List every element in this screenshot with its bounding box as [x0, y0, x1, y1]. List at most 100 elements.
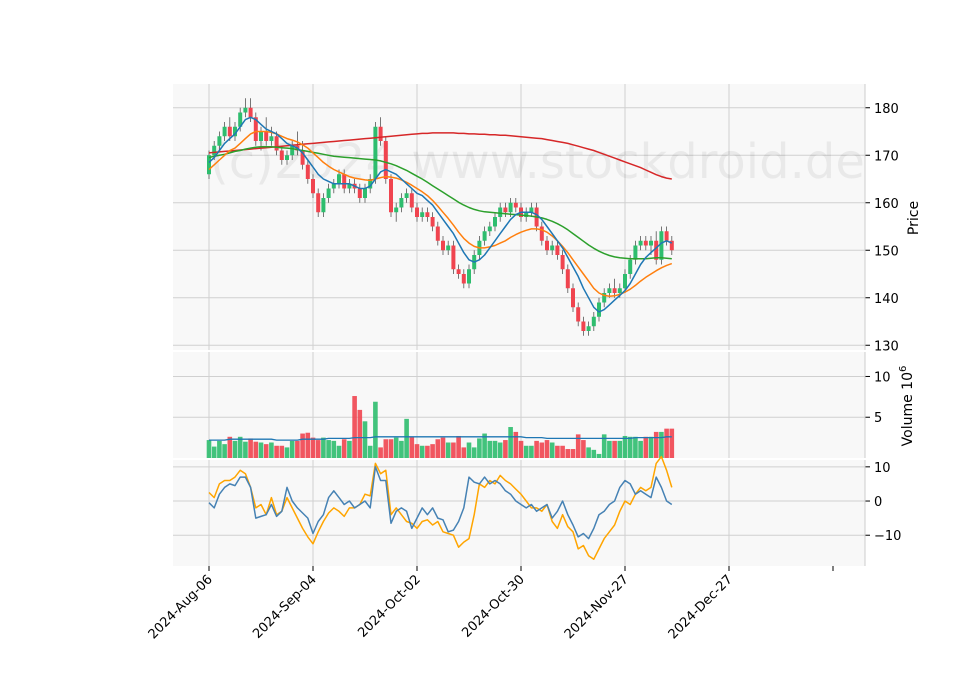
candle-body: [602, 293, 607, 303]
volume-bar: [586, 447, 591, 458]
candle-body: [253, 117, 258, 141]
volume-ma-line: [209, 436, 672, 441]
volume-bar: [310, 437, 316, 458]
candle-body: [576, 307, 581, 322]
volume-bar: [383, 439, 389, 458]
volume-bar: [211, 446, 217, 458]
candle-body: [404, 193, 409, 198]
candle-body: [217, 136, 222, 146]
price-tick-label: 150: [874, 244, 899, 259]
candle-body: [617, 288, 622, 293]
candle-body: [233, 126, 237, 137]
candle-body: [331, 183, 336, 189]
x-tick-label: 2024-Oct-02: [355, 572, 423, 640]
ma-short-line: [208, 116, 673, 313]
volume-bar: [263, 444, 269, 458]
candle-body: [285, 155, 289, 160]
volume-bar: [461, 447, 467, 458]
volume-bar: [409, 436, 415, 458]
volume-bar: [347, 440, 352, 458]
candle-body: [420, 212, 425, 217]
x-tick-label: 2024-Oct-30: [459, 572, 527, 640]
volume-bar: [503, 440, 508, 458]
volume-bar: [393, 437, 399, 458]
volume-bar: [508, 427, 513, 458]
candle-body: [659, 231, 664, 260]
volume-bar: [425, 445, 430, 458]
candle-body: [524, 212, 529, 217]
candle-body: [389, 179, 393, 213]
volume-bar: [633, 436, 638, 458]
volume-bar: [648, 436, 654, 458]
volume-bar: [378, 447, 383, 458]
candle-body: [597, 302, 601, 317]
candle-body: [550, 245, 555, 251]
candle-body: [347, 183, 352, 189]
candle-body: [669, 240, 674, 251]
candle-body: [321, 198, 326, 213]
volume-bar: [607, 440, 612, 458]
volume-bar: [539, 442, 545, 458]
volume-bar: [643, 436, 649, 458]
candle-body: [612, 288, 617, 293]
volume-bar: [456, 435, 461, 458]
oscillator-line-2: [208, 455, 673, 560]
candle-body: [227, 126, 232, 137]
volume-bar: [404, 418, 409, 458]
candle-body: [316, 193, 321, 213]
volume-bar: [555, 445, 560, 458]
candle-body: [238, 112, 243, 127]
candle-body: [425, 212, 430, 217]
volume-bar: [326, 440, 331, 458]
candle-body: [482, 231, 487, 241]
volume-bar: [627, 436, 633, 458]
candle-body: [259, 131, 263, 141]
candle-body: [409, 193, 414, 208]
volume-bar: [664, 428, 669, 458]
candle-body: [628, 259, 633, 274]
candle-body: [461, 274, 466, 284]
volume-bar: [638, 440, 643, 458]
volume-bar: [451, 442, 456, 458]
volume-bar: [581, 440, 586, 458]
volume-bar: [440, 437, 446, 458]
candle-body: [290, 145, 295, 156]
candle-body: [415, 207, 419, 217]
ma-long-line: [208, 132, 672, 180]
volume-bar: [388, 439, 394, 458]
volume-bar: [362, 421, 368, 458]
candle-body: [399, 198, 404, 208]
candle-body: [279, 150, 284, 160]
candle-body: [555, 245, 560, 255]
volume-bar: [373, 401, 378, 458]
volume-bar: [601, 434, 607, 458]
volume-bar: [331, 440, 337, 458]
candle-body: [311, 179, 315, 194]
volume-bar: [565, 449, 571, 458]
volume-bar: [466, 442, 472, 458]
x-tick-label: 2024-Dec-27: [666, 572, 736, 642]
volume-bar: [487, 440, 493, 458]
volume-bar: [414, 444, 420, 458]
volume-bar: [549, 442, 555, 458]
candle-body: [363, 188, 367, 198]
volume-bar: [321, 437, 326, 458]
volume-bar: [471, 447, 477, 458]
candle-body: [207, 155, 211, 175]
candle-body: [529, 207, 534, 213]
candle-body: [274, 136, 279, 151]
volume-bar: [248, 438, 253, 458]
candle-body: [305, 164, 310, 179]
volume-bar: [352, 396, 357, 458]
volume-bar: [269, 442, 274, 458]
x-tick-label: 2024-Sep-04: [250, 572, 320, 642]
candle-body: [441, 240, 445, 251]
candle-body: [337, 174, 341, 184]
candle-body: [513, 202, 518, 208]
oscillator-tick-label: 10: [874, 461, 891, 476]
candle-body: [643, 240, 648, 246]
volume-bar: [274, 445, 279, 458]
volume-axis-title: Volume 106: [898, 366, 916, 447]
volume-bar: [258, 442, 264, 458]
